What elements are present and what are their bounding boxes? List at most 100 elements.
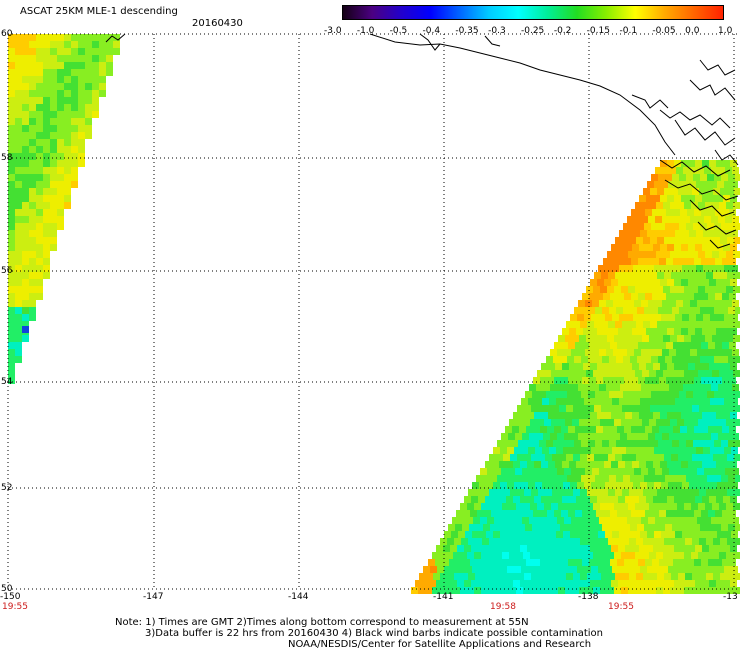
swath-cell	[599, 433, 606, 440]
swath-cell	[733, 251, 740, 258]
swath-cell	[22, 286, 29, 293]
swath-cell	[540, 426, 547, 433]
swath-cell	[656, 370, 663, 377]
swath-cell	[8, 62, 15, 69]
swath-cell	[450, 580, 457, 587]
swath-cell	[691, 335, 698, 342]
swath-cell	[585, 517, 592, 524]
swath-cell	[532, 391, 539, 398]
swath-cell	[22, 279, 29, 286]
swath-cell	[562, 328, 569, 335]
swath-cell	[36, 181, 43, 188]
swath-cell	[594, 321, 601, 328]
time-label-1: 19:55	[2, 602, 28, 612]
swath-cell	[15, 244, 22, 251]
swath-cell	[521, 531, 528, 538]
swath-cell	[675, 482, 682, 489]
swath-cell	[8, 230, 15, 237]
swath-cell	[726, 370, 733, 377]
swath-cell	[664, 489, 671, 496]
swath-cell	[677, 202, 684, 209]
swath-cell	[513, 496, 520, 503]
swath-cell	[662, 216, 669, 223]
swath-cell	[99, 62, 106, 69]
swath-cell	[481, 552, 488, 559]
swath-cell	[8, 286, 15, 293]
swath-cell	[525, 391, 532, 398]
swath-cell	[615, 573, 622, 580]
swath-cell	[682, 230, 689, 237]
swath-cell	[548, 461, 555, 468]
swath-cell	[666, 293, 673, 300]
swath-cell	[565, 503, 572, 510]
swath-cell	[57, 76, 64, 83]
swath-cell	[727, 188, 734, 195]
swath-cell	[535, 531, 542, 538]
swath-cell	[15, 230, 22, 237]
swath-cell	[29, 307, 36, 314]
swath-cell	[726, 552, 733, 559]
swath-cell	[589, 426, 596, 433]
swath-cell	[640, 447, 647, 454]
swath-cell	[659, 426, 666, 433]
swath-cell	[655, 300, 662, 307]
swath-cell	[15, 104, 22, 111]
swath-cell	[564, 517, 571, 524]
swath-cell	[584, 447, 591, 454]
swath-cell	[699, 573, 706, 580]
swath-cell	[607, 370, 614, 377]
swath-cell	[619, 447, 626, 454]
swath-cell	[545, 538, 552, 545]
swath-cell	[647, 314, 654, 321]
swath-cell	[714, 391, 721, 398]
swath-cell	[697, 167, 704, 174]
swath-cell	[520, 496, 527, 503]
swath-cell	[50, 132, 57, 139]
swath-cell	[620, 384, 627, 391]
swath-cell	[679, 356, 686, 363]
swath-cell	[673, 510, 680, 517]
swath-cell	[576, 580, 583, 587]
swath-cell	[497, 475, 504, 482]
swath-cell	[15, 328, 22, 335]
swath-cell	[727, 237, 734, 244]
swath-cell	[71, 104, 78, 111]
swath-cell	[721, 223, 728, 230]
colorbar-label: -0.05	[652, 26, 676, 36]
swath-cell	[446, 587, 453, 594]
swath-cell	[560, 524, 567, 531]
swath-cell	[657, 237, 664, 244]
swath-cell	[99, 90, 106, 97]
swath-cell	[601, 321, 608, 328]
swath-cell	[689, 265, 696, 272]
swath-cell	[8, 244, 15, 251]
swath-cell	[718, 300, 725, 307]
swath-cell	[602, 307, 609, 314]
swath-cell	[565, 419, 572, 426]
swath-cell	[609, 307, 616, 314]
swath-cell	[71, 97, 78, 104]
swath-cell	[85, 125, 92, 132]
swath-cell	[450, 545, 457, 552]
swath-cell	[571, 468, 578, 475]
swath-cell	[457, 545, 464, 552]
swath-cell	[583, 412, 590, 419]
swath-cell	[622, 405, 629, 412]
swath-cell	[57, 174, 64, 181]
swath-cell	[576, 328, 583, 335]
swath-cell	[36, 125, 43, 132]
swath-cell	[673, 559, 680, 566]
swath-cell	[672, 475, 679, 482]
swath-cell	[29, 76, 36, 83]
swath-cell	[8, 160, 15, 167]
swath-cell	[690, 349, 697, 356]
swath-cell	[577, 398, 584, 405]
swath-cell	[513, 412, 520, 419]
swath-cell	[43, 237, 50, 244]
swath-cell	[647, 482, 654, 489]
swath-cell	[649, 286, 656, 293]
swath-cell	[478, 545, 485, 552]
swath-cell	[57, 146, 64, 153]
swath-cell	[619, 265, 626, 272]
swath-cell	[718, 384, 725, 391]
